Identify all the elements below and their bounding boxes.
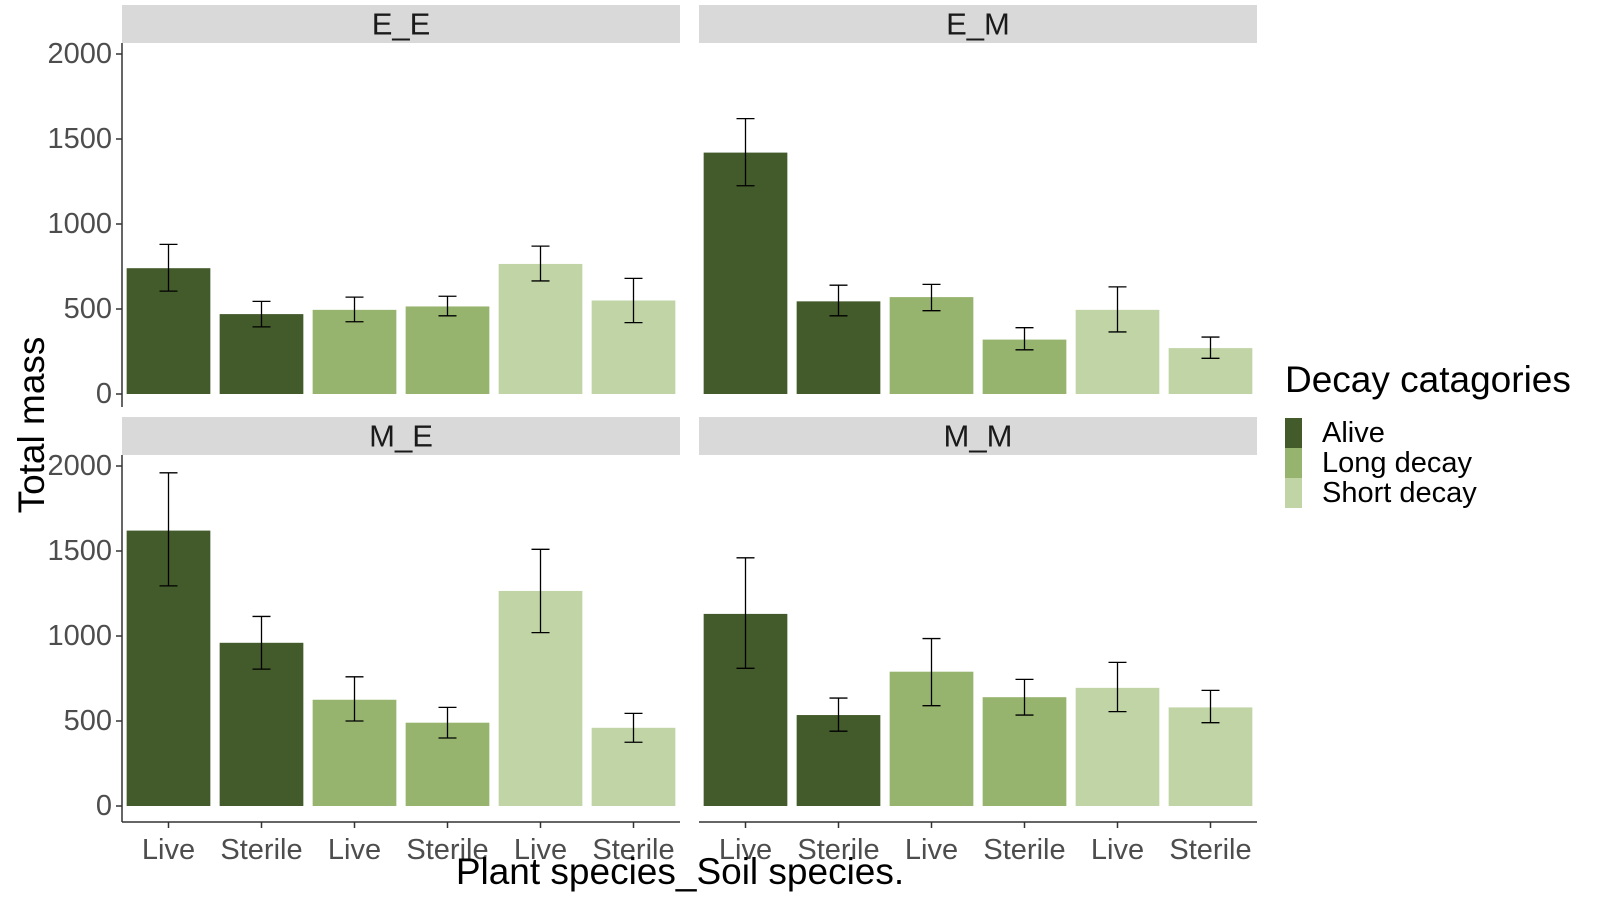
bar — [889, 297, 974, 394]
y-tick-label: 1000 — [47, 208, 112, 240]
x-tick-label: Sterile — [797, 834, 879, 866]
x-axis-title: Plant species_Soil species. — [456, 851, 904, 892]
panel-strip — [699, 417, 1257, 455]
legend-item-label: Short decay — [1322, 477, 1477, 509]
x-tick-label: Live — [142, 834, 195, 866]
legend-swatch — [1285, 478, 1302, 508]
panel-strip-label: M_E — [369, 419, 433, 454]
x-tick-label: Sterile — [983, 834, 1065, 866]
panel-strip-label: E_E — [372, 7, 431, 42]
panel-strip-label: M_M — [944, 419, 1013, 454]
panel-m_e: M_E 0 500 1000 1500 2000 Live Sterile Live Steril… — [47, 417, 680, 866]
panel-e_m: E_M — [699, 5, 1257, 394]
panel-strip — [122, 417, 680, 455]
x-tick-label: Sterile — [592, 834, 674, 866]
panel-strip — [699, 5, 1257, 43]
x-tick-label: Live — [1091, 834, 1144, 866]
y-tick-label: 0 — [96, 378, 112, 410]
chart-panels: E_E 0 500 1000 1500 2000 E_M M_E 0 500 1000 1500 200… — [47, 5, 1257, 866]
x-tick-label: Sterile — [220, 834, 302, 866]
panel-m_m: M_M Live Sterile Live Sterile Live Sterile — [699, 417, 1257, 866]
legend-swatch — [1285, 448, 1302, 478]
x-tick-label: Live — [719, 834, 772, 866]
y-tick-label: 1500 — [47, 535, 112, 567]
bar — [703, 152, 788, 394]
x-tick-label: Sterile — [1169, 834, 1251, 866]
y-axis-title: Total mass — [11, 337, 52, 514]
y-tick-label: 1000 — [47, 620, 112, 652]
bar — [1168, 707, 1253, 806]
x-tick-label: Live — [328, 834, 381, 866]
legend-title: Decay catagories — [1285, 359, 1571, 400]
bar — [498, 263, 583, 394]
panel-e_e: E_E 0 500 1000 1500 2000 — [47, 5, 680, 410]
y-tick-label: 500 — [64, 705, 112, 737]
y-tick-label: 2000 — [47, 450, 112, 482]
panel-strip-label: E_M — [946, 7, 1010, 42]
legend-item-label: Alive — [1322, 417, 1385, 449]
legend-swatch — [1285, 418, 1302, 448]
x-tick-label: Live — [514, 834, 567, 866]
y-tick-label: 0 — [96, 790, 112, 822]
bar — [219, 642, 304, 806]
bar — [796, 301, 881, 394]
y-tick-label: 1500 — [47, 123, 112, 155]
y-tick-label: 500 — [64, 293, 112, 325]
bar — [312, 309, 397, 394]
x-tick-label: Live — [905, 834, 958, 866]
y-tick-label: 2000 — [47, 38, 112, 70]
panel-strip — [122, 5, 680, 43]
x-tick-label: Sterile — [406, 834, 488, 866]
legend-item-label: Long decay — [1322, 447, 1472, 479]
bar — [405, 306, 490, 394]
